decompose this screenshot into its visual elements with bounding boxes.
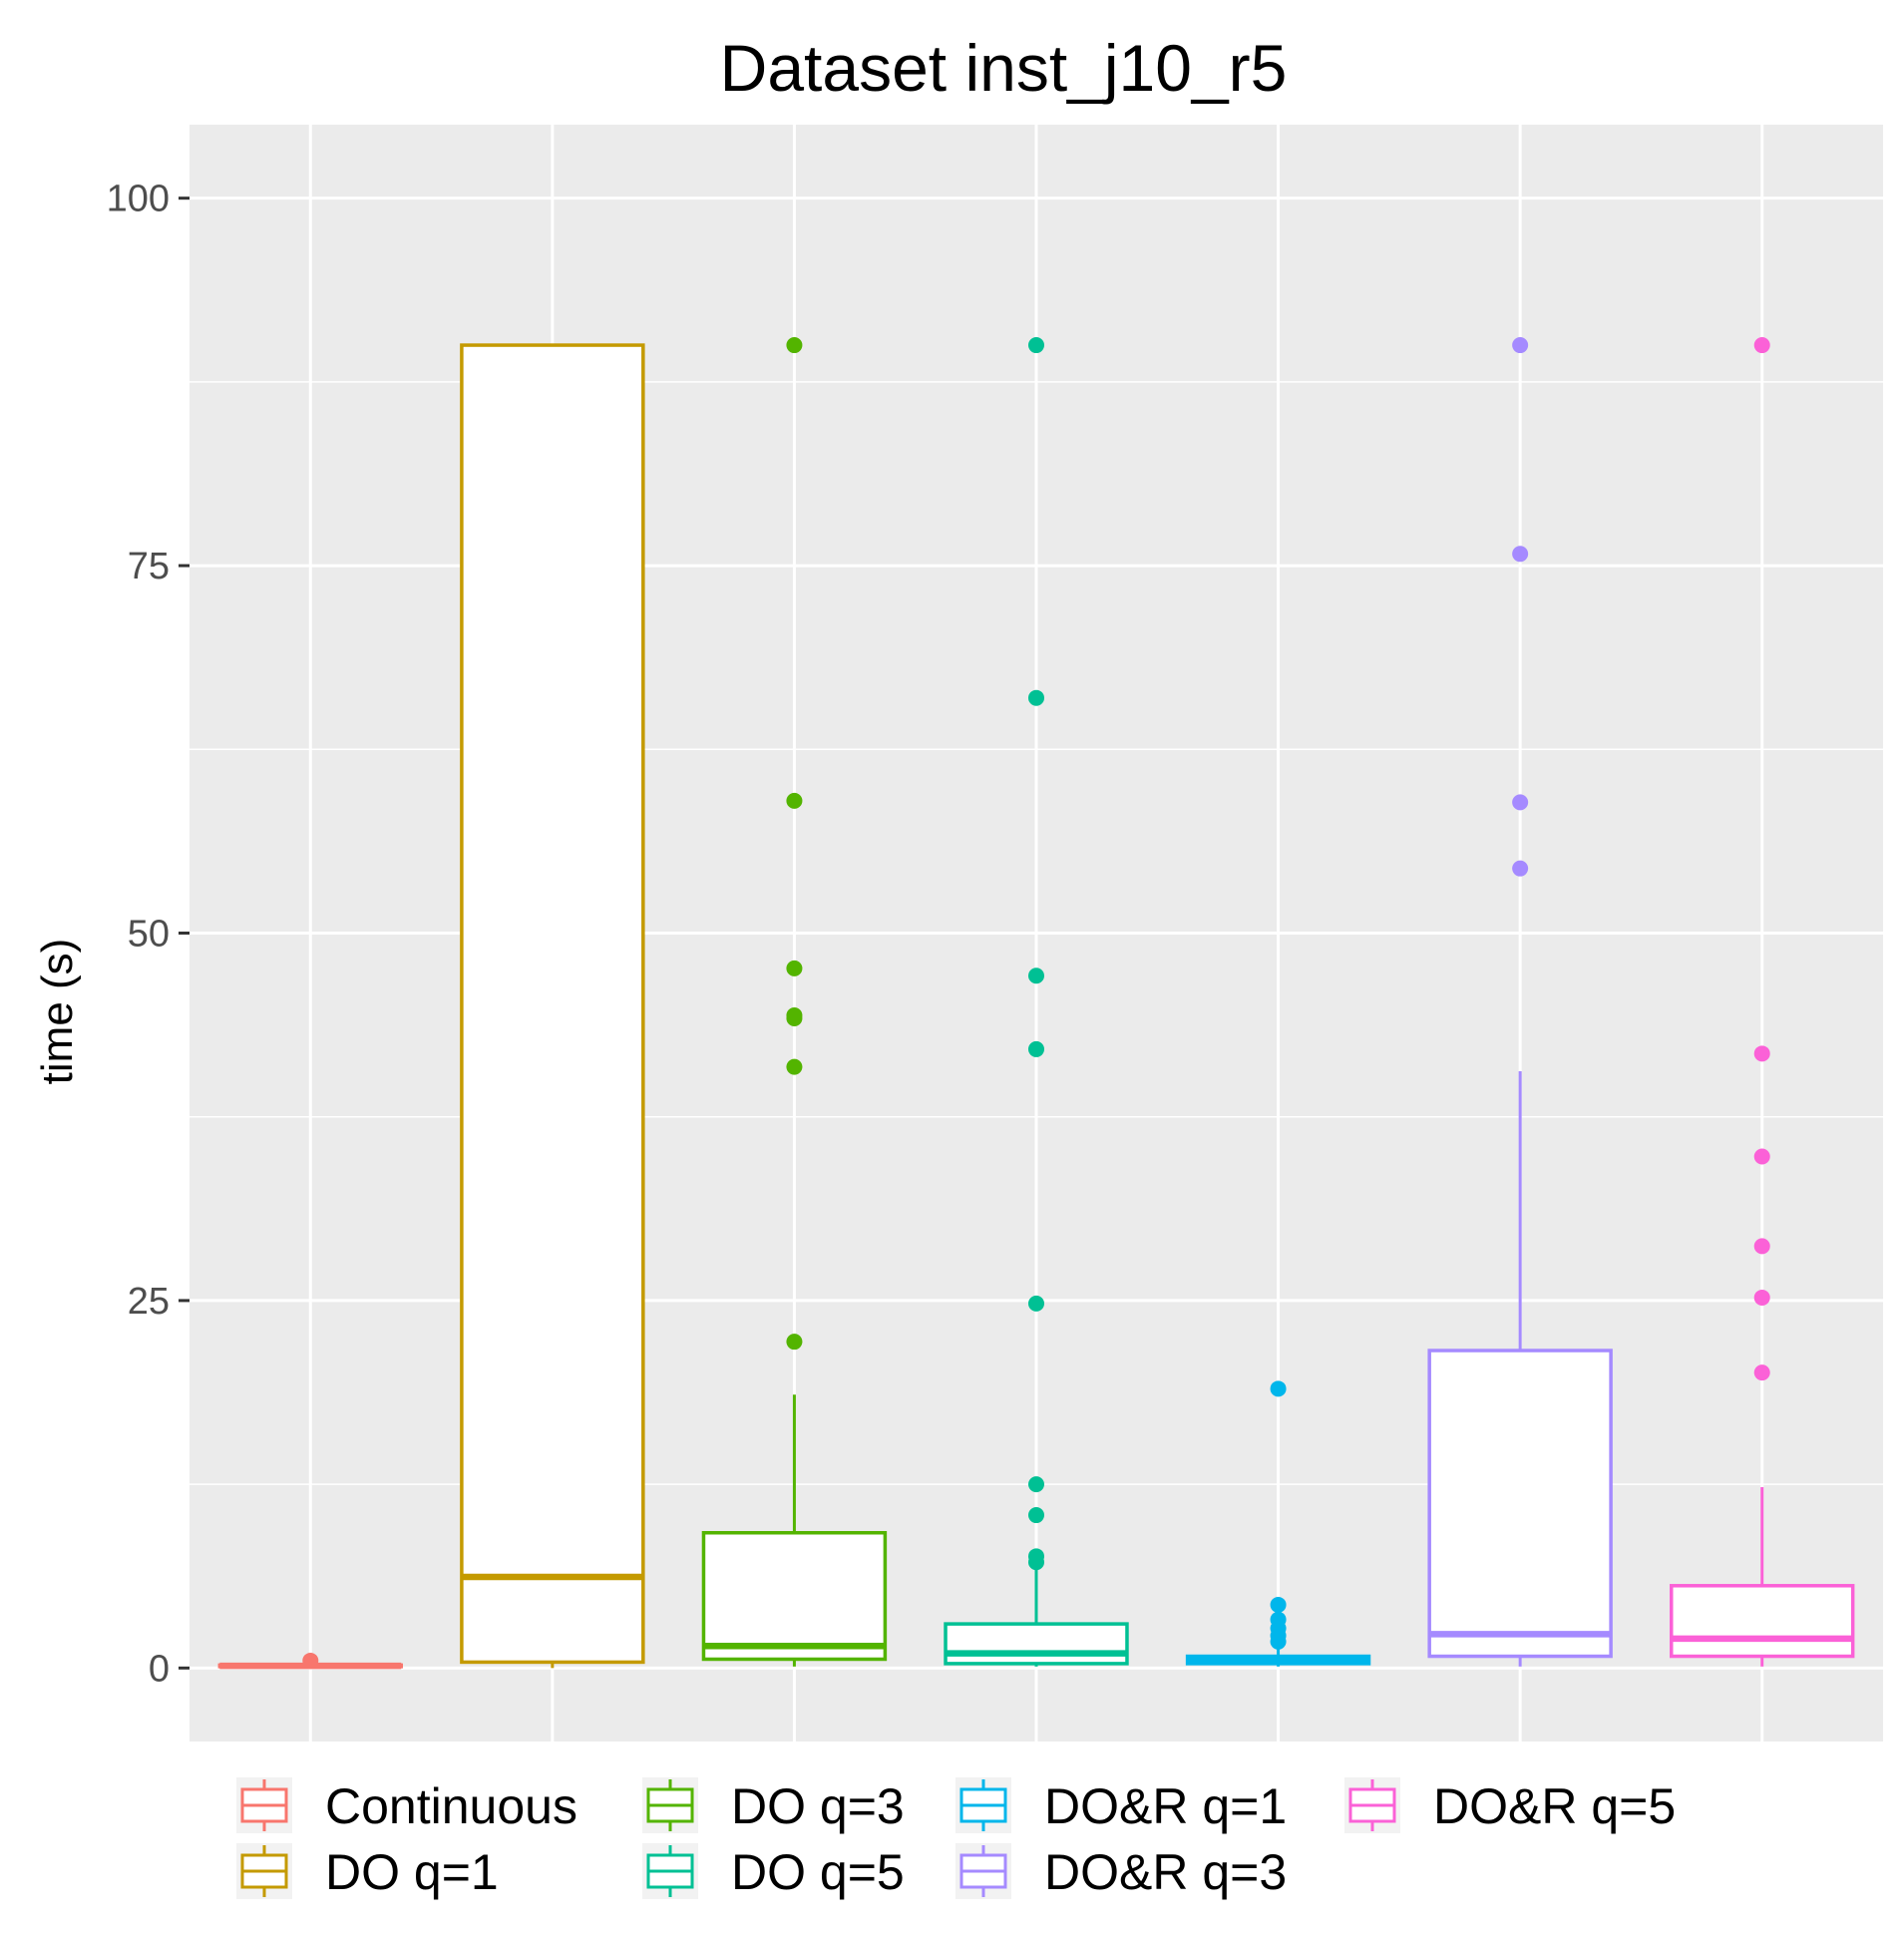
outlier-point [1753,1148,1770,1165]
boxplot-do-q-3 [701,337,888,1667]
boxplot-do-q-5 [944,337,1129,1667]
box [460,343,645,1665]
outlier-point [1512,860,1529,877]
outlier-point [786,1058,803,1075]
outlier-point [1028,337,1044,354]
boxplot-do-r-q-5 [1670,337,1855,1667]
legend-item-do-q-3: DO q=3 [642,1777,905,1834]
outlier-point [1028,1507,1044,1524]
outlier-point [1028,1040,1044,1057]
outlier-point [1028,968,1044,984]
outlier-point [786,1334,803,1351]
legend-label: DO&R q=1 [1044,1778,1287,1834]
outlier-point [786,1007,803,1024]
outlier-point [302,1652,319,1669]
outlier-point [1270,1596,1287,1613]
legend-item-continuous: Continuous [236,1777,577,1834]
y-tick-label: 100 [107,179,170,220]
outlier-point [786,960,803,976]
outlier-point [1028,1548,1044,1565]
y-tick-label: 25 [128,1281,170,1323]
legend-label: DO q=1 [325,1844,499,1900]
outlier-point [1270,1611,1287,1628]
outlier-point [1270,1380,1287,1397]
outlier-point [1028,1295,1044,1312]
legend: Continuous DO q=1 DO q=3 DO q=5 DO&R q=1 DO&R… [236,1777,1676,1900]
outlier-point [1753,1045,1770,1062]
box [1427,1349,1613,1659]
legend-label: DO q=3 [731,1778,905,1834]
plot-area: 0 25 50 75 100 [107,125,1883,1742]
box [701,1530,888,1662]
legend-item-do-r-q-3: DO&R q=3 [955,1843,1287,1900]
chart-title: Dataset inst_j10_r5 [720,31,1288,105]
boxplot-continuous [217,1652,403,1670]
outlier-point [1028,689,1044,706]
boxplot-do-q-1 [460,343,645,1669]
boxplot-do-r-q-3 [1427,337,1613,1667]
legend-label: DO q=5 [731,1844,905,1900]
box [1670,1584,1855,1659]
legend-item-do-r-q-1: DO&R q=1 [955,1777,1287,1834]
outlier-point [1753,1238,1770,1255]
outlier-point [786,792,803,809]
boxplot-do-r-q-1 [1185,1380,1371,1667]
y-axis-title: time (s) [33,939,82,1085]
legend-label: DO&R q=3 [1044,1844,1287,1900]
y-tick-label: 0 [149,1648,170,1690]
legend-label: DO&R q=5 [1433,1778,1676,1834]
outlier-point [1753,1364,1770,1381]
y-tick-label: 50 [128,914,170,956]
box [944,1622,1129,1666]
outlier-point [1512,337,1529,354]
y-tick-label: 75 [128,546,170,587]
outlier-point [1028,1476,1044,1493]
outlier-point [786,337,803,354]
outlier-point [1753,1289,1770,1306]
outlier-point [1512,794,1529,811]
legend-item-do-q-5: DO q=5 [642,1843,905,1900]
legend-item-do-q-1: DO q=1 [236,1843,499,1900]
legend-item-do-r-q-5: DO&R q=5 [1344,1777,1676,1834]
legend-label: Continuous [325,1778,577,1834]
outlier-point [1753,337,1770,354]
outlier-point [1512,546,1529,563]
